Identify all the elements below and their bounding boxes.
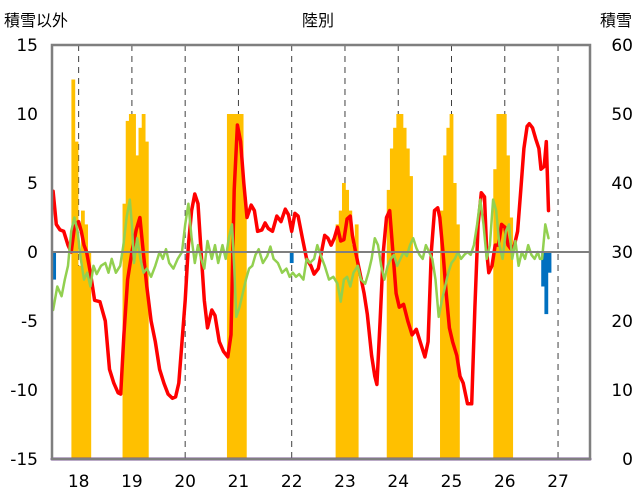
left-tick-15: 15 (16, 36, 38, 56)
gold-bar-2 (77, 265, 82, 459)
snow-depth-bars (71, 79, 514, 460)
gold-bar-45 (506, 155, 510, 459)
x-tick-26: 26 (494, 472, 516, 492)
gold-bar-30 (396, 114, 401, 459)
gold-bar-10 (135, 155, 140, 459)
gold-bar-36 (443, 155, 448, 459)
gold-bar-1 (74, 141, 79, 459)
right-tick-40: 40 (611, 174, 633, 194)
gold-bar-33 (405, 148, 410, 459)
gold-bar-24 (348, 210, 353, 459)
gold-bar-42 (496, 114, 501, 459)
x-tick-18: 18 (68, 472, 90, 492)
gold-bar-38 (449, 114, 454, 459)
gold-bar-22 (342, 183, 346, 459)
blue-bar-4 (547, 252, 552, 273)
gold-bar-44 (502, 114, 507, 459)
gold-bar-26 (354, 224, 359, 459)
gold-bar-12 (141, 114, 146, 459)
blue-bar-2 (541, 252, 546, 287)
gold-bar-20 (335, 224, 340, 459)
right-tick-30: 30 (611, 243, 633, 263)
gold-bar-27 (386, 189, 391, 459)
left-tick--15: -15 (10, 450, 38, 470)
gold-bar-31 (399, 114, 404, 459)
x-tick-27: 27 (547, 472, 569, 492)
gold-bar-5 (87, 252, 92, 459)
blue-bar-0 (52, 252, 57, 280)
left-tick--10: -10 (10, 381, 38, 401)
gold-bar-3 (80, 210, 85, 459)
gold-bar-32 (402, 127, 407, 460)
blue-bar-1 (289, 252, 294, 264)
x-tick-23: 23 (334, 472, 356, 492)
gold-bar-8 (128, 114, 133, 459)
gold-bar-18 (239, 114, 244, 459)
chart-title: 陸別 (302, 11, 334, 30)
gold-bar-0 (71, 79, 76, 459)
left-axis-ticks: 15 10 5 0 -5 -10 -15 (10, 36, 38, 470)
gold-bar-19 (242, 196, 247, 460)
gold-bar-37 (446, 127, 451, 460)
x-tick-21: 21 (228, 472, 250, 492)
gold-bar-40 (455, 224, 460, 459)
gold-bar-39 (452, 183, 457, 459)
gold-bar-35 (440, 210, 444, 459)
gold-bar-28 (389, 148, 394, 459)
right-tick-20: 20 (611, 312, 633, 332)
negative-bars (52, 252, 552, 315)
left-tick--5: -5 (21, 312, 38, 332)
left-axis-title: 積雪以外 (4, 11, 68, 30)
gold-bar-34 (409, 176, 413, 459)
x-tick-24: 24 (387, 472, 409, 492)
left-tick-5: 5 (27, 174, 38, 194)
x-axis-ticks: 18 19 20 21 22 23 24 25 26 27 (68, 472, 569, 492)
right-tick-50: 50 (611, 105, 633, 125)
left-tick-0: 0 (27, 243, 38, 263)
right-axis-title: 積雪 (600, 11, 632, 30)
gold-bar-46 (509, 217, 514, 459)
left-tick-10: 10 (16, 105, 38, 125)
x-tick-19: 19 (121, 472, 143, 492)
gold-bar-4 (84, 224, 88, 459)
right-tick-60: 60 (611, 36, 633, 56)
x-tick-20: 20 (174, 472, 196, 492)
gold-bar-14 (226, 114, 231, 459)
right-axis-ticks: 60 50 40 30 20 10 0 (611, 36, 633, 470)
x-tick-25: 25 (441, 472, 463, 492)
gold-bar-11 (138, 127, 143, 460)
gold-bar-43 (499, 114, 504, 459)
right-tick-0: 0 (622, 450, 633, 470)
gold-bar-17 (236, 114, 241, 459)
gold-bar-23 (345, 189, 350, 459)
gold-bar-25 (351, 245, 356, 459)
right-tick-10: 10 (611, 381, 633, 401)
x-tick-22: 22 (281, 472, 303, 492)
gold-bar-41 (493, 169, 498, 459)
blue-bar-3 (544, 252, 549, 315)
gold-bar-9 (132, 114, 136, 459)
gold-bar-21 (338, 210, 343, 459)
